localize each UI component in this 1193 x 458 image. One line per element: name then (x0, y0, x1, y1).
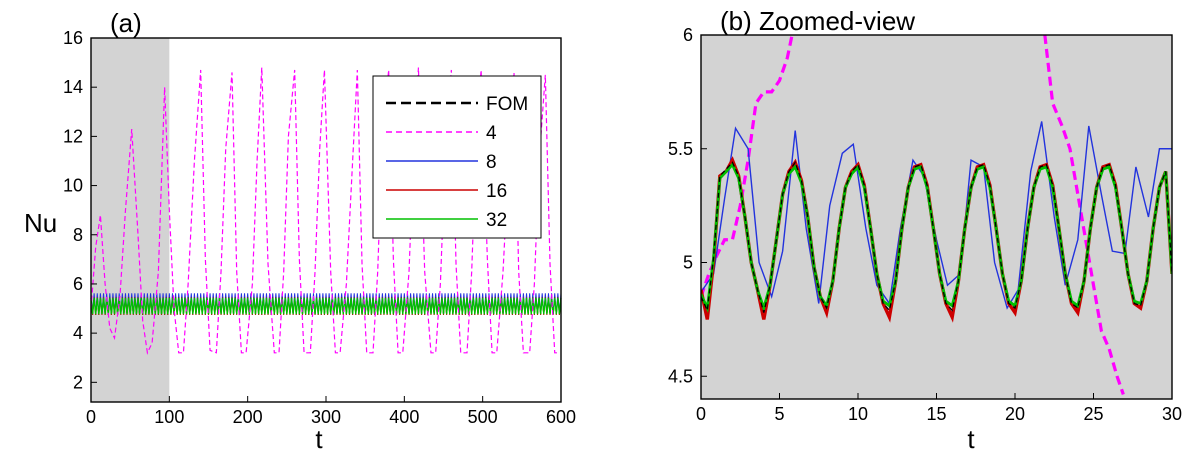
shaded-region-rect-a (91, 38, 170, 402)
y-tick-label-a: 14 (63, 77, 83, 97)
shaded-region-a (91, 38, 170, 402)
legend-label-fom: FOM (486, 94, 528, 115)
series-line-a-16 (90, 297, 562, 315)
x-tick-label-b: 5 (774, 404, 784, 424)
panel-a-title: (a) (110, 8, 142, 38)
y-tick-label-b: 5.5 (668, 139, 693, 159)
legend-items: FOM 4 8 16 32 (386, 94, 528, 231)
y-tick-label-a: 4 (73, 323, 83, 343)
legend-label-16: 16 (486, 181, 507, 202)
series-group-b (701, 35, 1172, 395)
series-line-a-8 (90, 293, 562, 314)
legend-label-8: 8 (486, 152, 497, 173)
ticks-a: 0 100 200 300 400 500 600 2 4 6 8 10 12 14 16 (63, 28, 576, 427)
y-tick-label-a: 16 (63, 28, 83, 48)
series-line-b-4-part2 (1043, 35, 1125, 395)
panel-a: 0 100 200 300 400 500 600 2 4 6 8 10 12 14 16 (a) Nu t… (24, 8, 576, 454)
ticks-b: 0 5 10 15 20 25 30 4.5 5 5.5 6 (668, 25, 1182, 424)
panel-a-xlabel: t (315, 424, 323, 453)
y-tick-label-a: 6 (73, 274, 83, 294)
y-tick-label-a: 10 (63, 176, 83, 196)
x-tick-label-a: 600 (546, 407, 576, 427)
x-tick-label-b: 25 (1083, 404, 1103, 424)
x-tick-label-b: 0 (696, 404, 706, 424)
x-tick-label-a: 200 (233, 407, 263, 427)
y-tick-label-a: 12 (63, 126, 83, 146)
x-tick-label-b: 15 (926, 404, 946, 424)
series-line-b-fom (701, 160, 1172, 313)
panel-b-xlabel: t (967, 424, 975, 453)
x-tick-label-a: 400 (389, 407, 419, 427)
legend: FOM 4 8 16 32 (372, 75, 542, 239)
x-tick-label-b: 20 (1005, 404, 1025, 424)
series-line-a-32 (90, 297, 562, 315)
panel-a-ylabel: Nu (24, 208, 57, 238)
legend-label-4: 4 (486, 123, 497, 144)
series-group-a (90, 67, 562, 355)
y-tick-label-b: 6 (683, 25, 693, 45)
y-tick-label-a: 8 (73, 225, 83, 245)
y-tick-label-a: 2 (73, 372, 83, 392)
series-line-a-4 (90, 67, 560, 355)
panel-b: 0 5 10 15 20 25 30 4.5 5 5.5 6 (b) Zoomed-view t (668, 6, 1182, 454)
x-tick-label-b: 10 (848, 404, 868, 424)
series-clip-b (701, 35, 1172, 395)
x-tick-label-a: 500 (468, 407, 498, 427)
x-tick-label-a: 300 (311, 407, 341, 427)
legend-label-32: 32 (486, 210, 507, 231)
x-tick-label-a: 100 (154, 407, 184, 427)
y-tick-label-b: 4.5 (668, 366, 693, 386)
x-tick-label-b: 30 (1162, 404, 1182, 424)
y-tick-label-b: 5 (683, 253, 693, 273)
panel-b-title: (b) Zoomed-view (720, 6, 915, 36)
x-tick-label-a: 0 (86, 407, 96, 427)
